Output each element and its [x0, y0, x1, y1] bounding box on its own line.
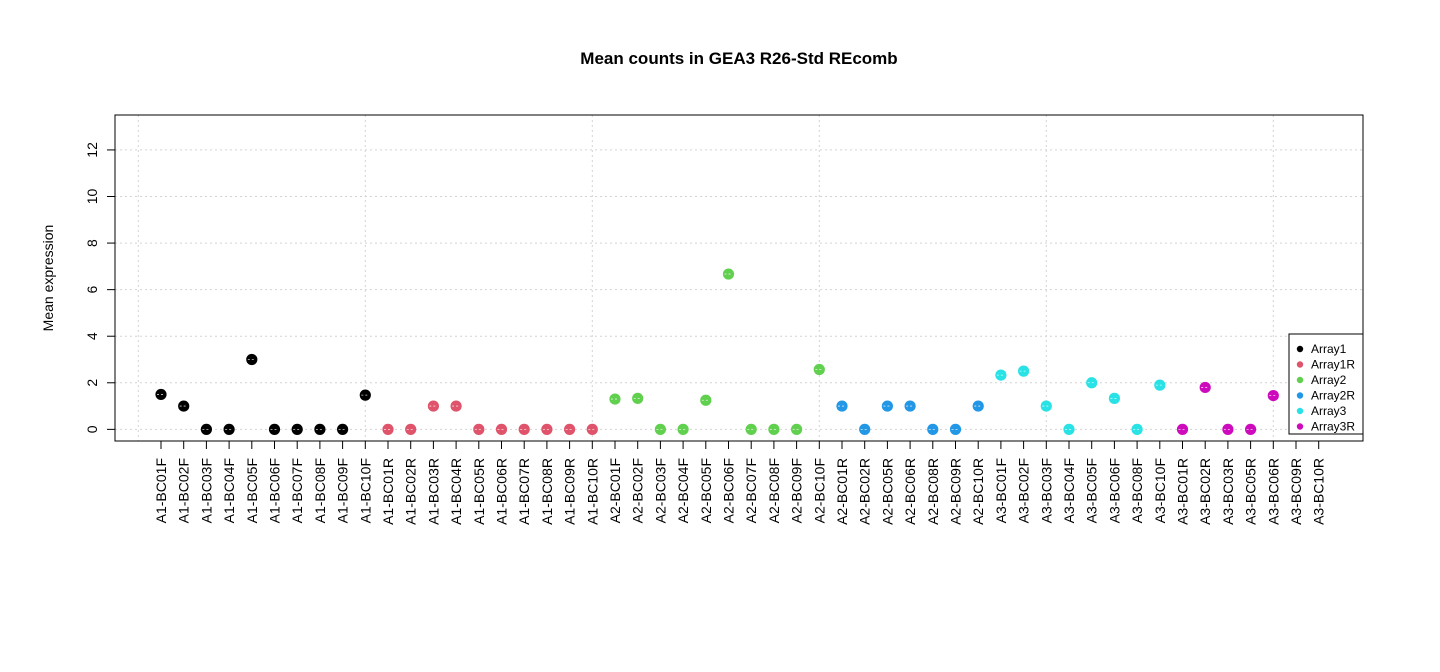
x-tick-label: A2-BC05R: [879, 458, 895, 525]
x-tick-label: A1-BC03R: [425, 458, 441, 525]
y-tick-label: 4: [84, 332, 100, 340]
y-tick-label: 2: [84, 379, 100, 387]
x-tick-label: A1-BC04F: [221, 458, 237, 523]
x-tick-label: A1-BC02R: [403, 458, 419, 525]
x-tick-label: A1-BC01F: [153, 458, 169, 523]
legend-label: Array1R: [1311, 358, 1355, 372]
chart-title: Mean counts in GEA3 R26-Std REcomb: [580, 49, 897, 68]
x-tick-label: A3-BC01F: [993, 458, 1009, 523]
x-tick-label: A1-BC09F: [335, 458, 351, 523]
x-tick-label: A3-BC02R: [1197, 458, 1213, 525]
x-tick-label: A3-BC09R: [1288, 458, 1304, 525]
legend-marker: [1296, 361, 1304, 368]
y-axis: 0 2 4 6 8 10 12: [84, 142, 115, 433]
legend-marker: [1296, 345, 1304, 353]
x-tick-label: A1-BC07F: [289, 458, 305, 523]
x-tick-label: A2-BC07F: [743, 458, 759, 523]
y-tick-label: 0: [84, 425, 100, 433]
data-point: [246, 353, 258, 366]
x-tick-label: A2-BC03F: [652, 458, 668, 523]
x-tick-label: A2-BC10R: [970, 458, 986, 525]
x-tick-label: A1-BC07R: [516, 458, 532, 525]
x-tick-label: A3-BC04F: [1061, 458, 1077, 523]
x-tick-label: A2-BC05F: [698, 458, 714, 523]
x-tick-label: A2-BC08R: [925, 458, 941, 525]
x-tick-label: A3-BC01R: [1175, 458, 1191, 525]
y-axis-label: Mean expression: [40, 225, 56, 332]
x-tick-label: A1-BC06F: [267, 458, 283, 523]
y-tick-label: 10: [84, 189, 100, 205]
x-tick-label: A1-BC02F: [176, 458, 192, 523]
legend-label: Array2: [1311, 373, 1347, 387]
plot-frame: [114, 114, 1364, 442]
legend-label: Array3: [1311, 404, 1347, 418]
x-tick-label: A2-BC10F: [811, 458, 827, 523]
x-tick-label: A3-BC06F: [1106, 458, 1122, 523]
x-axis: A1-BC01F A1-BC02F A1-BC03F A1-BC04F A1-BC05F…: [153, 440, 1327, 525]
x-tick-label: A3-BC05R: [1243, 458, 1259, 525]
x-tick-label: A2-BC08F: [766, 458, 782, 523]
x-tick-label: A1-BC10R: [584, 458, 600, 525]
grid-lines: [115, 115, 1363, 441]
x-tick-label: A1-BC05F: [244, 458, 260, 523]
x-tick-label: A1-BC04R: [448, 458, 464, 525]
y-tick-label: 8: [84, 239, 100, 247]
x-tick-label: A1-BC01R: [380, 458, 396, 525]
x-tick-label: A2-BC01R: [834, 458, 850, 525]
x-tick-label: A2-BC06F: [721, 458, 737, 523]
legend-label: Array3R: [1311, 420, 1355, 434]
legend-label: Array1: [1311, 342, 1347, 356]
x-tick-label: A2-BC09F: [789, 458, 805, 523]
x-tick-label: A2-BC02R: [857, 458, 873, 525]
x-tick-label: A3-BC06R: [1265, 458, 1281, 525]
x-tick-label: A3-BC03R: [1220, 458, 1236, 525]
x-tick-label: A2-BC02F: [630, 458, 646, 523]
x-tick-label: A1-BC06R: [494, 458, 510, 525]
x-tick-label: A1-BC08R: [539, 458, 555, 525]
x-tick-label: A2-BC09R: [948, 458, 964, 525]
data-points: [155, 268, 1279, 435]
x-tick-label: A3-BC08F: [1129, 458, 1145, 523]
x-tick-label: A3-BC10F: [1152, 458, 1168, 523]
legend-marker: [1296, 423, 1304, 430]
x-tick-label: A1-BC05R: [471, 458, 487, 525]
x-tick-label: A3-BC10R: [1311, 458, 1327, 525]
x-tick-label: A3-BC02F: [1016, 458, 1032, 523]
x-tick-label: A3-BC03F: [1038, 458, 1054, 523]
legend-label: Array2R: [1311, 389, 1355, 403]
legend-marker: [1296, 376, 1304, 384]
x-tick-label: A3-BC05F: [1084, 458, 1100, 523]
x-tick-label: A2-BC06R: [902, 458, 918, 525]
legend-marker: [1296, 392, 1304, 399]
x-tick-label: A1-BC08F: [312, 458, 328, 523]
data-point: [178, 400, 190, 412]
x-tick-label: A1-BC09R: [562, 458, 578, 525]
x-tick-label: A2-BC01F: [607, 458, 623, 523]
x-tick-label: A1-BC10F: [357, 458, 373, 523]
x-tick-label: A1-BC03F: [198, 458, 214, 523]
y-tick-label: 12: [84, 142, 100, 158]
y-tick-label: 6: [84, 286, 100, 294]
x-tick-label: A2-BC04F: [675, 458, 691, 523]
legend-marker: [1296, 407, 1304, 415]
